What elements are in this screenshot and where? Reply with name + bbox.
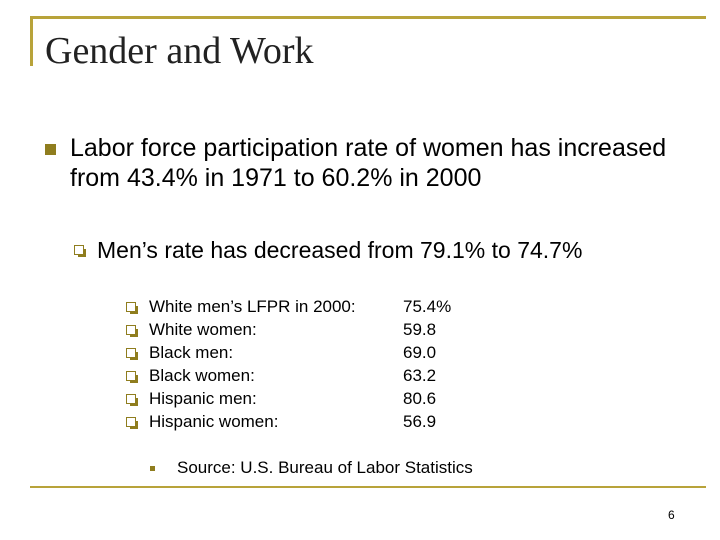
stat-value: 63.2 (403, 366, 437, 385)
stat-label: Hispanic women: (149, 412, 279, 431)
stat-value: 80.6 (403, 389, 437, 408)
stat-label: Black men: (149, 343, 234, 362)
stat-row: White men’s LFPR in 2000: 75.4% (149, 296, 451, 318)
stat-row: Hispanic women: 56.9 (149, 411, 436, 433)
page-number: 6 (668, 508, 675, 522)
hollow-square-bullet-icon (126, 417, 138, 430)
stat-row: Hispanic men: 80.6 (149, 388, 436, 410)
stat-value: 69.0 (403, 343, 437, 362)
stat-label: White women: (149, 320, 257, 339)
hollow-square-bullet-icon (126, 394, 138, 407)
stat-row: Black men: 69.0 (149, 342, 436, 364)
hollow-square-bullet-icon (126, 302, 138, 315)
stat-row: Black women: 63.2 (149, 365, 436, 387)
square-bullet-icon (45, 144, 56, 155)
frame-bottom-line (30, 486, 706, 488)
frame-left-line (30, 16, 33, 66)
hollow-square-bullet-icon (74, 245, 86, 257)
stat-label: Hispanic men: (149, 389, 257, 408)
bullet-men-rate: Men’s rate has decreased from 79.1% to 7… (97, 237, 583, 263)
bullet-women-participation: Labor force participation rate of women … (70, 134, 667, 192)
stat-label: White men’s LFPR in 2000: (149, 297, 356, 316)
stat-value: 56.9 (403, 412, 437, 431)
stat-row: White women: 59.8 (149, 319, 436, 341)
source-note: Source: U.S. Bureau of Labor Statistics (177, 458, 473, 477)
hollow-square-bullet-icon (126, 348, 138, 361)
slide-title: Gender and Work (45, 30, 314, 72)
stat-value: 75.4% (403, 297, 452, 316)
stat-value: 59.8 (403, 320, 437, 339)
stat-label: Black women: (149, 366, 255, 385)
small-square-bullet-icon (150, 466, 155, 471)
hollow-square-bullet-icon (126, 371, 138, 384)
hollow-square-bullet-icon (126, 325, 138, 338)
frame-top-line (30, 16, 706, 19)
